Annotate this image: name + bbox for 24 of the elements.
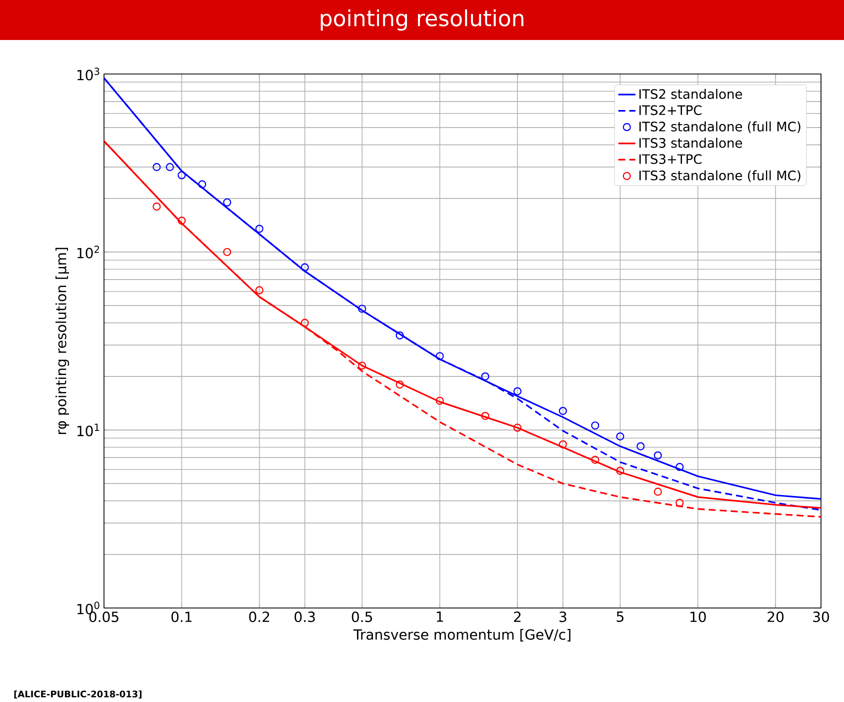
y-axis-title: rφ pointing resolution [μm] xyxy=(56,248,70,434)
y-tick-label: 10$^{3}$ xyxy=(77,68,100,80)
x-tick-label: 1 xyxy=(436,612,443,622)
legend-label: ITS2 standalone xyxy=(639,88,742,99)
legend-label: ITS2 standalone (full MC) xyxy=(639,121,800,133)
x-tick-label: 30 xyxy=(813,612,829,622)
legend-label: ITS3+TPC xyxy=(639,154,702,164)
x-axis-title: Transverse momentum [GeV/c] xyxy=(353,628,570,642)
text: [ALICE-PUBLIC-2018-013] xyxy=(14,690,142,698)
y-tick-label: 10$^{2}$ xyxy=(77,246,99,258)
x-tick-label: 0.5 xyxy=(352,612,372,622)
x-tick-label: 5 xyxy=(616,612,624,622)
x-tick-label: 10 xyxy=(690,612,706,622)
x-tick-label: 0.2 xyxy=(249,612,270,622)
y-tick-label: 10$^{1}$ xyxy=(77,424,100,436)
chart-title: pointing resolution xyxy=(320,9,524,31)
x-tick-label: 0.3 xyxy=(294,612,315,622)
legend-label: ITS3 standalone (full MC) xyxy=(639,170,800,182)
x-tick-label: 20 xyxy=(768,612,784,622)
x-tick-label: 3 xyxy=(560,612,566,622)
legend-label: ITS3 standalone xyxy=(639,138,742,148)
x-tick-label: 0.1 xyxy=(171,612,192,622)
legend-label: ITS2+TPC xyxy=(639,105,702,116)
x-tick-label: 2 xyxy=(514,612,521,622)
